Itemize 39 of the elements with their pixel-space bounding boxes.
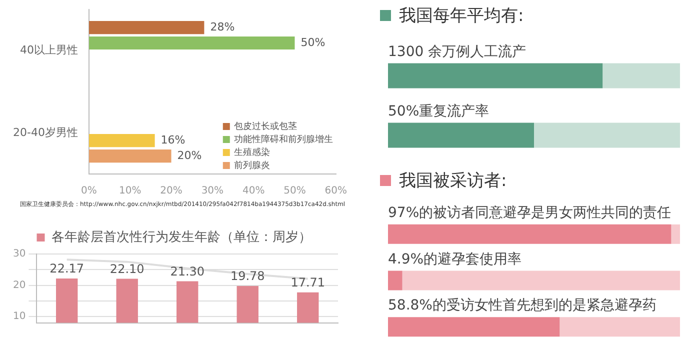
y-tick-label: 50%重复流产率 <box>388 103 490 120</box>
legend-label: 功能性障碍和前列腺增生 <box>234 134 333 145</box>
y-tick-label: 20-40岁男性 <box>12 126 78 139</box>
y-tick-label: 58.8%的受访女性首先想到的是紧急避孕药 <box>388 298 656 314</box>
y-tick-label: 97%的被访者同意避孕是男女两性共同的责任 <box>388 205 672 222</box>
bar <box>388 317 560 337</box>
bar <box>671 224 680 244</box>
y-tick-label: 1300 余万例人工流产 <box>388 44 526 60</box>
data-label: 50% <box>300 36 326 49</box>
y-tick-label: 30 <box>12 248 26 260</box>
x-tick-label: 20% <box>160 186 182 197</box>
data-label: 19.78 <box>230 269 265 284</box>
bar <box>388 270 402 290</box>
x-tick-label: 30% <box>201 186 224 197</box>
chart-title: 我国每年平均有: <box>399 4 524 26</box>
bar <box>560 317 680 337</box>
x-tick-label: 0% <box>81 186 97 197</box>
data-label: 28% <box>210 20 235 34</box>
y-tick-label: 20 <box>12 280 26 291</box>
bar <box>402 270 680 290</box>
y-tick-label: 10 <box>12 311 26 322</box>
data-label: 20% <box>177 148 202 162</box>
y-tick-label: 40以上男性 <box>20 44 78 57</box>
bar <box>388 224 672 244</box>
y-tick-label: 4.9%的避孕套使用率 <box>388 251 522 268</box>
data-label: 17.71 <box>290 276 326 290</box>
legend-label: 前列腺炎 <box>234 160 270 171</box>
legend-label: 包皮过长或包茎 <box>234 120 297 132</box>
legend-label: 各年龄层首次性行为发生年龄（单位：周岁） <box>51 230 312 245</box>
x-tick-label: 10% <box>119 186 142 197</box>
data-label: 22.10 <box>110 262 144 276</box>
x-tick-label: 50% <box>284 186 306 197</box>
data-label: 16% <box>160 133 186 146</box>
x-tick-label: 40% <box>242 186 265 197</box>
x-tick-label: 60% <box>324 186 348 197</box>
chart-title: 我国被采访者: <box>399 170 507 192</box>
data-label: 21.30 <box>170 264 205 278</box>
legend-label: 生殖感染 <box>234 146 270 158</box>
data-label: 22.17 <box>50 262 84 276</box>
